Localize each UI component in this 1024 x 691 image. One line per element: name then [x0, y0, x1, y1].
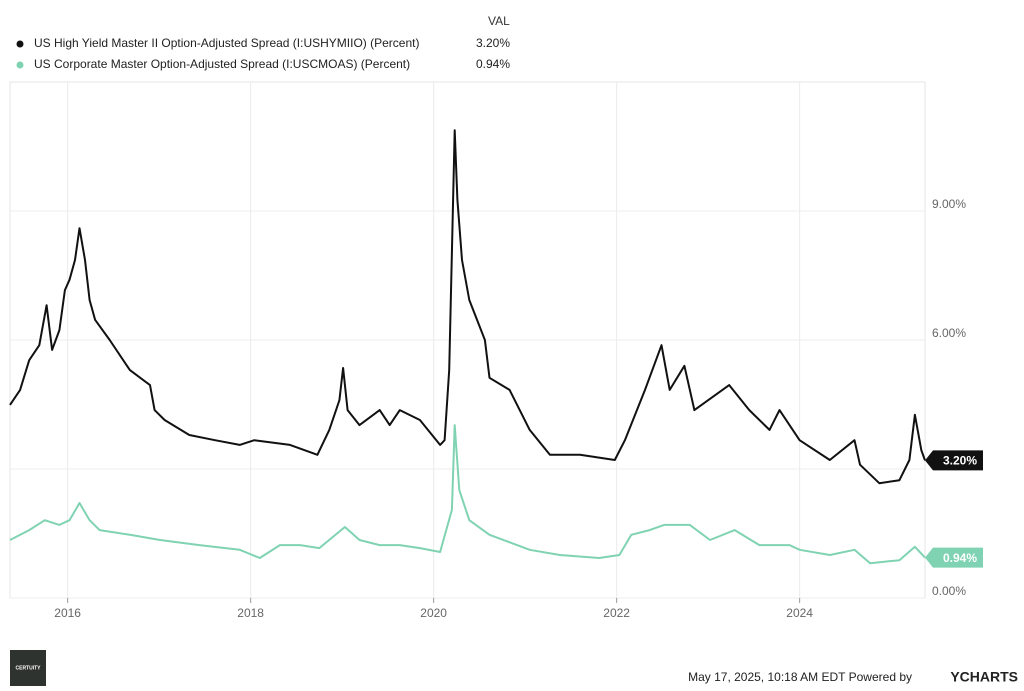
- legend-label: US High Yield Master II Option-Adjusted …: [34, 36, 419, 50]
- legend-marker: [16, 40, 24, 48]
- x-tick-label: 2024: [786, 606, 813, 620]
- x-tick-label: 2018: [237, 606, 264, 620]
- last-value-label: 0.94%: [943, 551, 977, 565]
- last-value-tag: [925, 450, 983, 471]
- x-tick-label: 2016: [54, 606, 81, 620]
- y-tick-label: 9.00%: [932, 197, 966, 211]
- brand: YCHARTS: [950, 669, 1018, 685]
- logo: CERTUITY: [16, 665, 42, 671]
- series-line: [9, 129, 926, 485]
- series-line: [9, 424, 926, 565]
- x-tick-label: 2022: [603, 606, 630, 620]
- legend-header: VAL: [488, 14, 510, 28]
- logo-box: [10, 650, 46, 686]
- legend-value: 3.20%: [476, 36, 510, 50]
- last-value-tag: [925, 547, 983, 568]
- timestamp: May 17, 2025, 10:18 AM EDT Powered by: [688, 670, 912, 684]
- legend-label: US Corporate Master Option-Adjusted Spre…: [34, 57, 410, 71]
- y-tick-label: 0.00%: [932, 584, 966, 598]
- legend-marker: [16, 61, 24, 69]
- y-tick-label: 6.00%: [932, 326, 966, 340]
- legend-value: 0.94%: [476, 57, 510, 71]
- last-value-label: 3.20%: [943, 454, 977, 468]
- x-tick-label: 2020: [420, 606, 447, 620]
